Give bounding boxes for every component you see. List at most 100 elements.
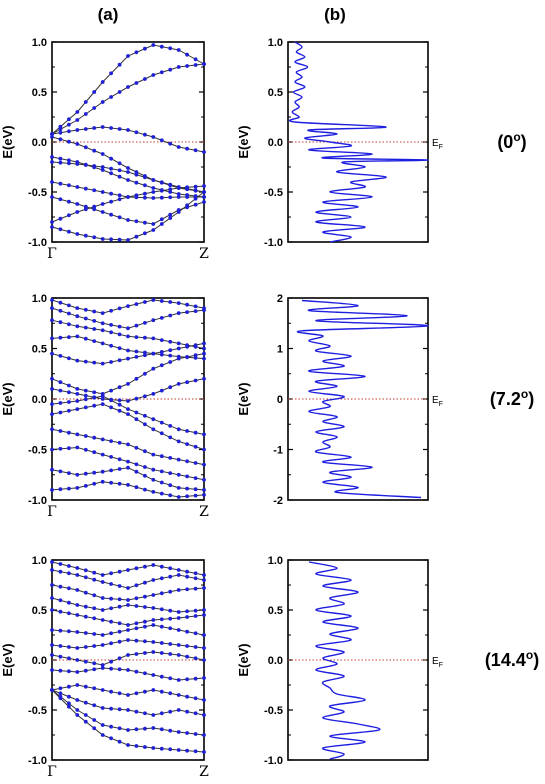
band-2-point [83,604,88,609]
band-2-point [168,652,173,656]
band-2-point [151,606,156,610]
band-1-point [126,356,130,361]
band-2-point [159,641,164,645]
band-1-point [168,493,173,498]
band-1-point [75,392,80,396]
band-1-point [50,336,54,341]
band-1-point [143,394,147,399]
band-2-point [100,666,105,670]
band-2-point [185,609,190,614]
band-1-ytick-label: 1.0 [32,293,47,305]
band-2-point [109,596,113,601]
band-1-point [159,338,164,342]
band-0-point [159,222,164,226]
band-0-point [92,204,97,209]
ef-sub: F [439,662,443,669]
band-1-point [67,335,71,339]
band-1-point [126,442,130,447]
band-1-point [117,481,122,486]
band-2-point [168,608,173,613]
band-2-point [75,670,80,674]
band-1-point [83,405,88,410]
dos-0-ytick-label: -1.0 [264,237,283,249]
band-1-point [58,388,63,393]
ef-label: EF [432,138,443,151]
band-0-point [83,145,88,150]
band-2-point [92,726,97,731]
band-2-point [75,566,80,570]
band-2-point [109,659,113,664]
band-1-point [92,481,97,486]
band-0-point [109,126,113,130]
band-0-point [193,148,198,153]
band-2-point [92,644,97,648]
band-1-point [75,472,80,477]
band-2-point [67,694,71,699]
band-1-point [185,310,190,314]
band-1-point [58,380,63,385]
band-1-line-2 [51,319,205,349]
band-0-point [168,182,173,187]
band-2-point [67,611,71,616]
band-0-point [67,229,71,234]
band-2-point [134,626,139,631]
angle-degree: o [513,130,520,144]
band-2-point [83,719,88,724]
band-1-point [50,402,54,406]
band-1-point [67,400,71,404]
band-1-point [92,435,97,440]
band-2-point [109,571,113,576]
band-2-point [58,691,63,696]
band-1-point [83,307,88,312]
band-1-point [67,390,71,395]
band-0-point [151,228,156,232]
band-2-ytick-label: -0.5 [28,705,47,717]
band-0-point [143,220,147,225]
band-1-point [193,309,198,313]
k-label-z: Z [199,504,209,520]
band-0-point [100,202,105,206]
band-2-point [168,747,173,752]
band-2-point [58,628,63,633]
band-0-point [193,196,198,201]
band-1-point [143,353,147,358]
band-1-point [75,324,80,329]
band-2-point [143,605,147,609]
band-1-point [100,402,105,406]
band-1-point [117,358,122,363]
band-1-point [92,390,97,395]
band-0-point [159,70,164,75]
band-1-point [117,402,122,407]
dos-1-curve [297,299,429,499]
band-0-point [159,138,164,143]
band-0-point [50,180,54,184]
band-1-point [134,410,139,415]
band-2-point [202,613,206,617]
band-2-point [67,629,71,634]
band-0-point [159,195,164,200]
band-2-point [134,583,139,588]
band-1-point [100,311,105,315]
band-2-point [117,639,122,644]
band-2-point [92,570,97,575]
band-1-point [109,388,113,393]
band-1-point [185,429,190,433]
ef-sub: F [439,144,443,151]
angle-value: (14.4 [485,650,526,670]
band-2-point [143,726,147,731]
band-1-point [202,346,206,351]
band-1-point [109,360,113,364]
band-2-point [75,630,80,634]
band-1-point [109,308,113,313]
band-1-point [143,371,147,376]
band-2-point [202,750,206,754]
band-2-point [134,596,139,601]
band-2-point [151,640,156,644]
band-1-point [126,304,130,308]
k-label-gamma: Γ [47,504,57,520]
band-1-point [202,447,206,452]
band-0-point [92,235,97,240]
band-1-point [100,397,105,401]
band-0-point [193,57,198,62]
band-2-point [159,617,164,622]
